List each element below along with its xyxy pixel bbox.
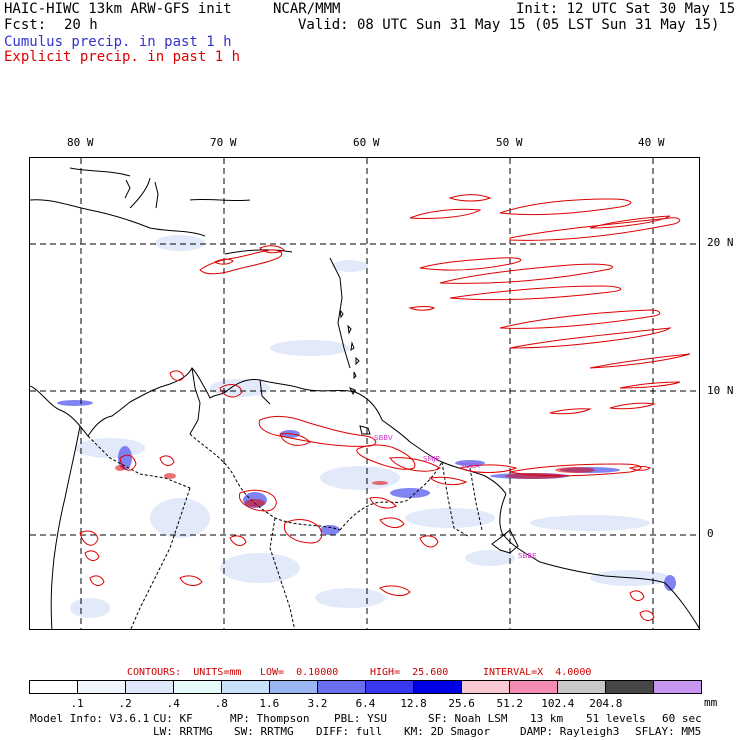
color-scale-level-label: .1	[70, 697, 84, 710]
color-swatch	[270, 681, 318, 693]
damp-scheme: DAMP: Rayleigh3	[520, 725, 620, 738]
cu-scheme: CU: KF	[153, 712, 193, 725]
lon-label-80w: 80 W	[67, 136, 94, 149]
center-label: NCAR/MMM	[273, 1, 341, 17]
explicit-legend-label: Explicit precip. in past 1 h	[4, 49, 241, 65]
contour-units: CONTOURS: UNITS=mm	[127, 667, 242, 678]
color-swatch	[78, 681, 126, 693]
contour-high: HIGH= 25.600	[370, 667, 449, 678]
contour-interval: INTERVAL=X 4.0000	[483, 667, 592, 678]
lon-label-50w: 50 W	[496, 136, 523, 149]
explicit-precip-cores	[115, 465, 595, 507]
model-title: HAIC-HIWC 13km ARW-GFS init	[4, 1, 232, 17]
color-scale-level-label: 1.6	[259, 697, 280, 710]
color-scale-level-label: 12.8	[400, 697, 427, 710]
color-swatch	[174, 681, 222, 693]
color-swatch	[222, 681, 270, 693]
station-soca: SOCA	[460, 462, 480, 470]
diff-scheme: DIFF: full	[316, 725, 383, 738]
color-scale-level-label: 102.4	[541, 697, 575, 710]
sflay-scheme: SFLAY: MM5	[635, 725, 702, 738]
color-swatch	[126, 681, 174, 693]
pbl-scheme: PBL: YSU	[334, 712, 387, 725]
cumulus-precip-shading	[70, 235, 670, 618]
color-scale-level-label: .4	[166, 697, 180, 710]
color-swatch	[366, 681, 414, 693]
lw-scheme: LW: RRTMG	[153, 725, 213, 738]
color-scale-level-label: 204.8	[589, 697, 623, 710]
station-smjp: SMJP	[423, 455, 440, 463]
time-step: 60 sec	[662, 712, 702, 725]
station-sbbv: SBBV	[374, 434, 393, 442]
color-swatch	[606, 681, 654, 693]
contour-low: LOW= 0.10000	[260, 667, 339, 678]
valid-time: Valid: 08 UTC Sun 31 May 15 (05 LST Sun …	[298, 17, 720, 33]
station-sbbe: SBBE	[518, 552, 536, 560]
sw-scheme: SW: RRTMG	[234, 725, 294, 738]
color-scale-level-label: .8	[214, 697, 228, 710]
explicit-precip-contours	[79, 194, 691, 621]
km-scheme: KM: 2D Smagor	[404, 725, 491, 738]
sf-scheme: SF: Noah LSM	[428, 712, 508, 725]
color-scale-level-label: 6.4	[355, 697, 376, 710]
island-chain	[339, 309, 371, 435]
color-swatch	[30, 681, 78, 693]
color-swatch	[654, 681, 701, 693]
cumulus-legend-label: Cumulus precip. in past 1 h	[4, 34, 232, 50]
color-scale-level-label: 25.6	[448, 697, 475, 710]
init-time: Init: 12 UTC Sat 30 May 15	[516, 1, 736, 17]
country-borders	[87, 433, 483, 629]
lat-lon-grid	[30, 158, 699, 629]
color-scale-level-label: 51.2	[496, 697, 523, 710]
mp-scheme: MP: Thompson	[230, 712, 310, 725]
lon-label-60w: 60 W	[353, 136, 380, 149]
color-swatch	[462, 681, 510, 693]
forecast-label: Fcst:	[4, 17, 47, 33]
color-swatch	[510, 681, 558, 693]
forecast-hour: 20 h	[64, 17, 98, 33]
color-scale-level-label: 3.2	[307, 697, 328, 710]
lat-label-0: 0	[707, 527, 714, 540]
color-swatch	[558, 681, 606, 693]
lon-label-70w: 70 W	[210, 136, 237, 149]
vertical-levels: 51 levels	[586, 712, 646, 725]
color-swatch	[318, 681, 366, 693]
model-info: Model Info: V3.6.1	[30, 712, 150, 725]
station-markers: SBBV SMJP SOCA SBBE	[374, 434, 536, 560]
lat-label-10n: 10 N	[707, 384, 734, 397]
resolution: 13 km	[530, 712, 564, 725]
color-scale-level-label: .2	[118, 697, 132, 710]
precip-map: SBBV SMJP SOCA SBBE	[29, 157, 700, 630]
color-swatch	[414, 681, 462, 693]
lat-label-20n: 20 N	[707, 236, 734, 249]
lon-label-40w: 40 W	[638, 136, 665, 149]
color-scale-unit: mm	[704, 696, 718, 709]
coastlines	[30, 167, 699, 629]
color-scale-bar	[29, 680, 702, 694]
map-canvas: SBBV SMJP SOCA SBBE	[30, 158, 699, 629]
